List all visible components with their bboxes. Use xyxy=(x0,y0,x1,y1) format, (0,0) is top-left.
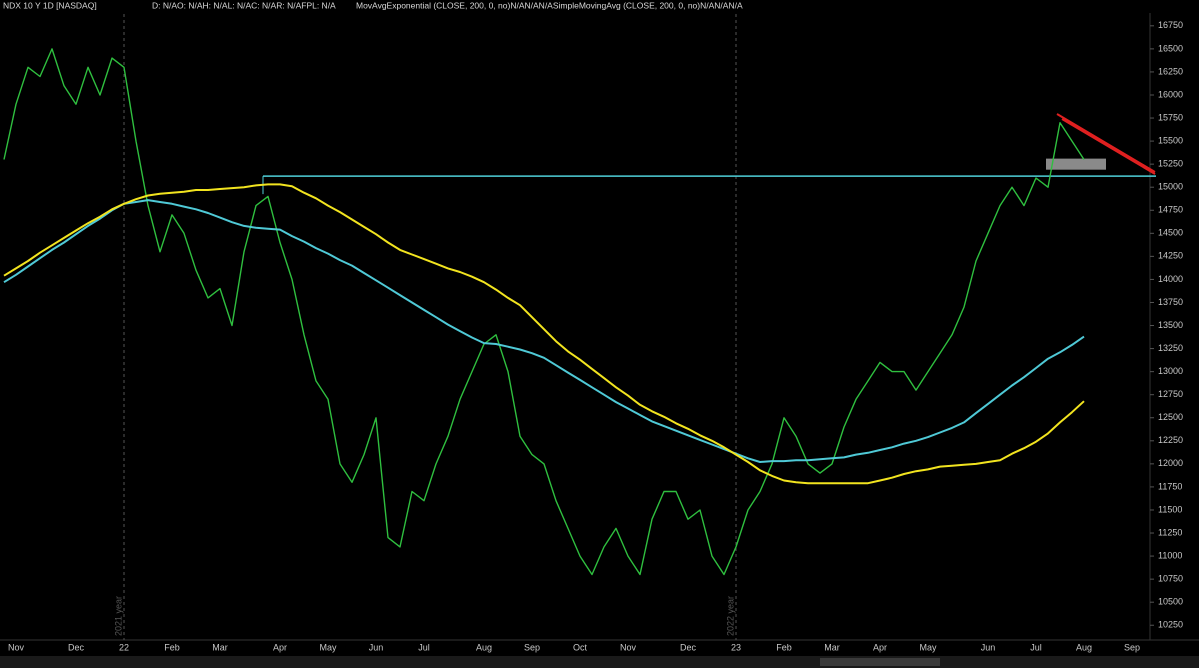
x-tick-label: Nov xyxy=(8,642,25,652)
price-line xyxy=(3,48,1085,576)
trendline xyxy=(1061,118,1156,175)
x-tick-label: Apr xyxy=(873,642,887,652)
x-tick-label: Nov xyxy=(620,642,637,652)
header-bar xyxy=(0,0,1199,13)
y-tick-label: 10250 xyxy=(1158,620,1183,630)
plot-area xyxy=(3,48,1156,576)
y-tick-label: 12000 xyxy=(1158,458,1183,468)
y-tick-label: 16250 xyxy=(1158,66,1183,76)
x-tick-label: Jun xyxy=(369,642,384,652)
chart-subtitle: D: N/AO: N/AH: N/AL: N/AC: N/AR: N/AFPL:… xyxy=(152,0,336,10)
x-tick-label: Feb xyxy=(776,642,792,652)
x-tick-label: Dec xyxy=(68,642,85,652)
y-tick-label: 12250 xyxy=(1158,435,1183,445)
y-tick-label: 14000 xyxy=(1158,274,1183,284)
y-tick-label: 15500 xyxy=(1158,135,1183,145)
y-tick-label: 14250 xyxy=(1158,251,1183,261)
x-tick-label: Mar xyxy=(824,642,840,652)
y-tick-label: 13750 xyxy=(1158,297,1183,307)
x-tick-label: May xyxy=(319,642,337,652)
x-tick-label: Sep xyxy=(1124,642,1140,652)
y-tick-label: 14500 xyxy=(1158,228,1183,238)
x-tick-label: Aug xyxy=(1076,642,1092,652)
moving-average xyxy=(3,199,1085,463)
y-tick-label: 16750 xyxy=(1158,20,1183,30)
x-tick-label: Jul xyxy=(1030,642,1042,652)
y-tick-label: 14750 xyxy=(1158,205,1183,215)
x-tick-label: Mar xyxy=(212,642,228,652)
y-tick-label: 12500 xyxy=(1158,412,1183,422)
y-tick-label: 11000 xyxy=(1158,550,1182,560)
y-tick-label: 16500 xyxy=(1158,43,1183,53)
x-tick-label: Apr xyxy=(273,642,287,652)
y-tick-label: 10750 xyxy=(1158,574,1183,584)
y-tick-label: 13500 xyxy=(1158,320,1183,330)
x-tick-label: Feb xyxy=(164,642,180,652)
y-tick-label: 12750 xyxy=(1158,389,1183,399)
year-label: 2021 year xyxy=(113,596,123,636)
x-tick-label: 23 xyxy=(731,642,741,652)
y-tick-label: 11500 xyxy=(1158,504,1182,514)
x-tick-label: Oct xyxy=(573,642,588,652)
scroll-thumb[interactable] xyxy=(820,658,940,666)
study-label: MovAvgExponential (CLOSE, 200, 0, no)N/A… xyxy=(356,0,743,10)
y-tick-label: 15750 xyxy=(1158,112,1183,122)
y-tick-label: 13250 xyxy=(1158,343,1183,353)
y-tick-label: 11250 xyxy=(1158,527,1182,537)
chart-title: NDX 10 Y 1D [NASDAQ] xyxy=(3,0,97,10)
scrollbar[interactable] xyxy=(0,656,1199,668)
x-tick-label: Dec xyxy=(680,642,697,652)
x-tick-label: Jun xyxy=(981,642,996,652)
moving-average xyxy=(3,183,1085,485)
x-tick-label: 22 xyxy=(119,642,129,652)
y-tick-label: 15000 xyxy=(1158,182,1183,192)
y-tick-label: 11750 xyxy=(1158,481,1182,491)
y-tick-label: 13000 xyxy=(1158,366,1183,376)
x-tick-label: May xyxy=(919,642,937,652)
x-tick-label: Sep xyxy=(524,642,540,652)
x-tick-label: Aug xyxy=(476,642,492,652)
year-label: 2022 year xyxy=(725,596,735,636)
x-tick-label: Jul xyxy=(418,642,430,652)
y-tick-label: 15250 xyxy=(1158,159,1183,169)
zone xyxy=(1046,158,1106,170)
y-tick-label: 10500 xyxy=(1158,597,1183,607)
y-tick-label: 16000 xyxy=(1158,89,1183,99)
trendline xyxy=(1056,113,1156,173)
